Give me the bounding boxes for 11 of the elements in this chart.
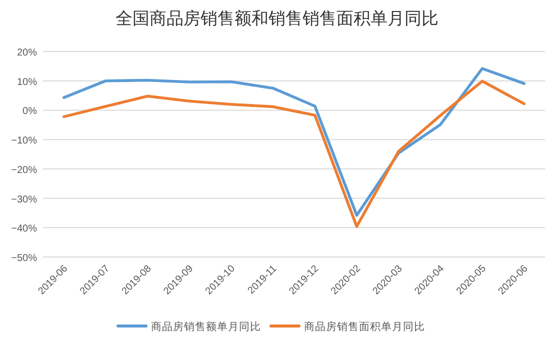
y-tick-label: −50%: [11, 253, 38, 264]
legend-label: 商品房销售面积单月同比: [304, 320, 425, 333]
y-tick-label: 10%: [16, 76, 38, 88]
y-tick-label: −20%: [11, 164, 38, 176]
legend-label: 商品房销售额单月同比: [151, 320, 261, 333]
y-tick-label: −30%: [11, 194, 38, 206]
title: 全国商品房销售额和销售销售面积单月同比: [116, 9, 438, 29]
y-tick-label: −40%: [11, 224, 38, 235]
y-tick-label: 0%: [22, 106, 38, 118]
y-tick-label: −10%: [11, 136, 38, 147]
y-tick-label: 20%: [16, 48, 38, 58]
